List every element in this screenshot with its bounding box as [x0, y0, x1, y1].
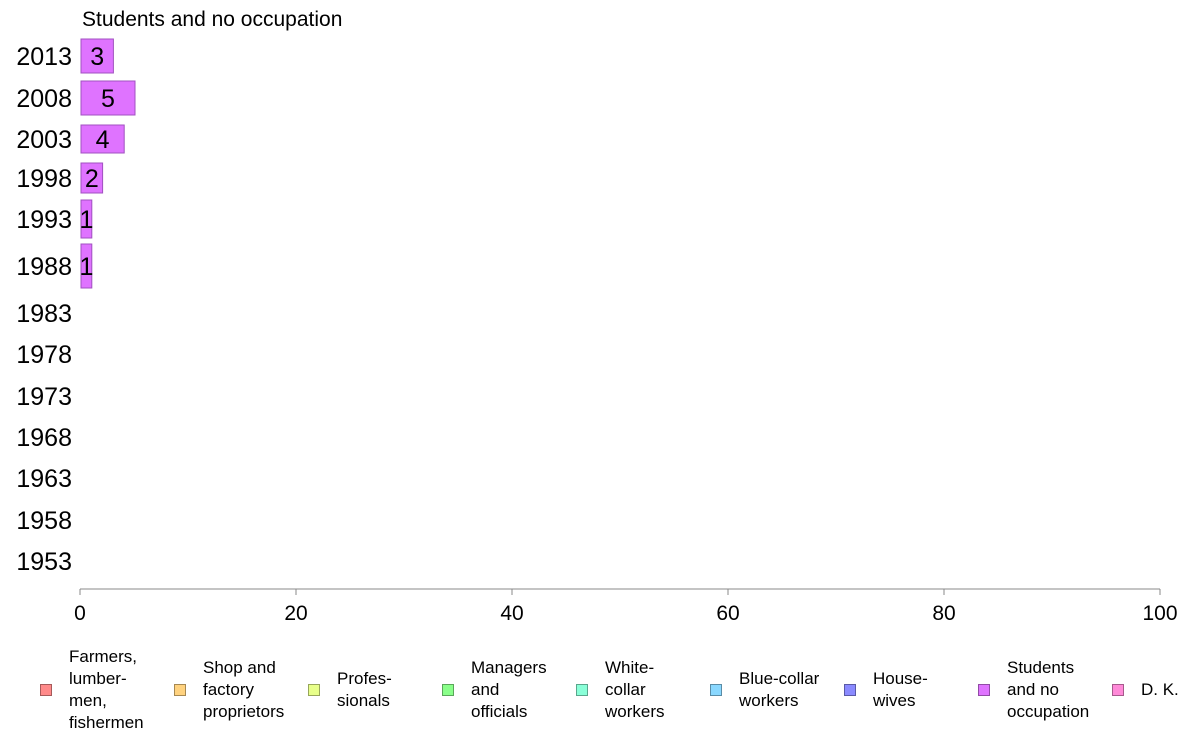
- y-tick-label: 1973: [16, 383, 72, 411]
- legend-item-farmers: Farmers, lumber- men, fishermen: [40, 646, 144, 734]
- y-axis-labels: 2013 2008 2003 1998 1993 1988 1983 1978 1973 1968…: [16, 43, 72, 576]
- y-tick-label: 1953: [16, 548, 72, 576]
- legend-swatch: [576, 684, 588, 696]
- legend-label: Students and no occupation: [1007, 658, 1090, 721]
- legend-label: Blue-collar workers: [739, 669, 820, 710]
- data-label: 1: [79, 253, 93, 281]
- x-tick-label: 100: [1142, 602, 1177, 625]
- legend-label: Managers and officials: [471, 658, 547, 721]
- legend-swatch: [978, 684, 990, 696]
- legend-item-managers: Managers and officials: [442, 657, 547, 723]
- y-tick-label: 1978: [16, 341, 72, 369]
- y-tick-label: 1968: [16, 424, 72, 452]
- x-tick-label: 40: [500, 602, 523, 625]
- chart-title: Students and no occupation: [82, 8, 342, 31]
- legend-item-white-collar: White- collar workers: [576, 657, 665, 723]
- legend-item-professionals: Profes- sionals: [308, 668, 392, 712]
- data-label: 2: [85, 165, 99, 193]
- legend-swatch: [174, 684, 186, 696]
- y-tick-label: 2013: [16, 43, 72, 71]
- legend-item-blue-collar: Blue-collar workers: [710, 668, 819, 712]
- bar: [80, 162, 104, 194]
- x-tick-label: 60: [716, 602, 739, 625]
- data-label: 5: [101, 85, 115, 113]
- data-label: 1: [79, 206, 93, 234]
- x-tick-label: 20: [284, 602, 307, 625]
- y-tick-label: 1963: [16, 465, 72, 493]
- bars: 3 5 4 2 1 1: [79, 38, 136, 289]
- legend-label: White- collar workers: [605, 658, 665, 721]
- legend-label: House- wives: [873, 669, 928, 710]
- bar: [80, 80, 136, 116]
- legend-item-students: Students and no occupation: [978, 657, 1089, 723]
- legend: Farmers, lumber- men, fishermen Shop and…: [0, 644, 1188, 736]
- x-tick-label: 0: [74, 602, 86, 625]
- legend-swatch: [710, 684, 722, 696]
- data-label: 3: [90, 43, 104, 71]
- legend-label: Farmers, lumber- men, fishermen: [69, 647, 144, 732]
- legend-swatch: [308, 684, 320, 696]
- y-tick-label: 2003: [16, 126, 72, 154]
- bar: [80, 124, 125, 154]
- x-tick-label: 80: [932, 602, 955, 625]
- legend-label: D. K.: [1141, 680, 1179, 699]
- legend-item-housewives: House- wives: [844, 668, 928, 712]
- y-tick-label: 1998: [16, 165, 72, 193]
- legend-label: Shop and factory proprietors: [203, 658, 285, 721]
- y-tick-label: 1958: [16, 507, 72, 535]
- legend-swatch: [844, 684, 856, 696]
- legend-label: Profes- sionals: [337, 669, 392, 710]
- legend-swatch: [40, 684, 52, 696]
- x-axis: 0 20 40 60 80 100: [74, 588, 1178, 625]
- bar: [80, 199, 93, 239]
- y-tick-label: 1983: [16, 300, 72, 328]
- y-tick-label: 1988: [16, 253, 72, 281]
- legend-swatch: [1112, 684, 1124, 696]
- bar: [80, 38, 114, 74]
- bar: [80, 243, 93, 289]
- legend-item-dk: D. K.: [1112, 679, 1179, 701]
- legend-swatch: [442, 684, 454, 696]
- y-tick-label: 1993: [16, 206, 72, 234]
- y-tick-label: 2008: [16, 85, 72, 113]
- data-label: 4: [96, 126, 110, 154]
- legend-item-shop-proprietors: Shop and factory proprietors: [174, 657, 284, 723]
